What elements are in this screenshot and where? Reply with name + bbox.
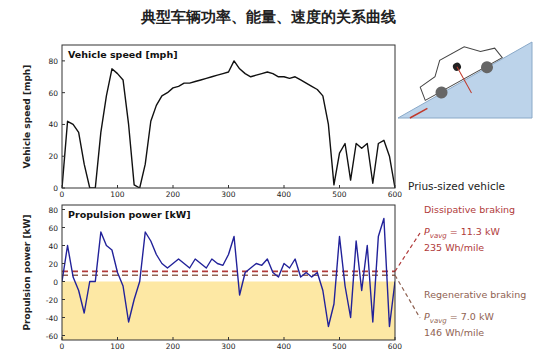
connector	[395, 233, 420, 271]
x-tick	[173, 337, 174, 340]
y-tick	[62, 156, 65, 157]
x-tick	[173, 185, 174, 188]
y-tick	[62, 209, 65, 210]
car-shape	[412, 33, 503, 100]
x-tick	[228, 337, 229, 340]
y-tick	[62, 124, 65, 125]
wheel	[433, 84, 449, 100]
panel-title: Propulsion power [kW]	[68, 209, 191, 220]
y-tick-label: 20	[48, 152, 58, 161]
y-tick-label: 0	[53, 278, 58, 287]
x-tick-label: 100	[110, 190, 125, 199]
y-tick-label: 0	[53, 184, 58, 193]
x-tick-label: 200	[166, 342, 181, 351]
y-tick	[62, 245, 65, 246]
item-energy: 235 Wh/mile	[424, 242, 484, 253]
subscript: vavg	[430, 232, 448, 240]
item-energy: 146 Wh/mile	[424, 327, 484, 338]
background	[0, 0, 535, 355]
figure: 典型车辆功率、能量、速度的关系曲线01002003004005006000204…	[0, 0, 535, 355]
x-tick	[62, 337, 63, 340]
x-tick-label: 400	[277, 190, 292, 199]
x-tick	[395, 337, 396, 340]
frame	[62, 205, 395, 340]
car-body	[392, 33, 510, 125]
power-value: = 7.0 kW	[447, 311, 495, 322]
y-tick-label: 80	[48, 57, 58, 66]
power-value: = 11.3 kW	[447, 226, 501, 237]
y-axis-label: Vehicle speed [mph]	[22, 65, 32, 169]
item-label: Regenerative braking	[424, 289, 526, 300]
frame	[62, 45, 395, 188]
y-tick-label: -40	[46, 314, 58, 323]
x-tick-label: 200	[166, 190, 181, 199]
y-tick-label: 60	[48, 89, 58, 98]
wheel	[479, 59, 495, 75]
x-tick	[117, 185, 118, 188]
x-tick-label: 0	[60, 342, 65, 351]
x-tick-label: 600	[388, 190, 403, 199]
reference-line	[62, 271, 395, 273]
plot-area	[62, 219, 395, 341]
force-arrow	[410, 108, 427, 118]
y-tick-label: -60	[46, 332, 58, 341]
x-tick-label: 0	[60, 190, 65, 199]
force-arrow	[457, 67, 472, 93]
y-tick	[62, 92, 65, 93]
item-label: Dissipative braking	[424, 204, 515, 215]
x-tick	[395, 185, 396, 188]
y-tick	[62, 263, 65, 264]
x-tick-label: 500	[332, 342, 347, 351]
y-tick-label: 60	[48, 224, 58, 233]
x-tick	[284, 185, 285, 188]
y-tick-label: 40	[48, 120, 58, 129]
car-diagram	[392, 33, 532, 125]
series-line	[62, 61, 395, 188]
x-tick-label: 600	[388, 342, 403, 351]
x-tick-label: 500	[332, 190, 347, 199]
x-tick	[117, 337, 118, 340]
x-tick	[284, 337, 285, 340]
chart-1: 0 100 200 300 400 500 600 -60 -40 -20 0 20 40 60 80 Pro…	[22, 205, 402, 351]
y-tick-label: 80	[48, 206, 58, 215]
x-tick	[228, 185, 229, 188]
y-tick	[62, 281, 65, 282]
item-power: Pvavg = 11.3 kW	[424, 226, 500, 240]
y-tick	[62, 299, 65, 300]
y-tick-label: 40	[48, 242, 58, 251]
x-tick-label: 300	[221, 342, 236, 351]
chart-0: 0 100 200 300 400 500 600 0 20 40 60 80 Vehicle spee…	[22, 45, 402, 199]
y-tick	[62, 317, 65, 318]
y-tick-label: -20	[46, 296, 58, 305]
connector	[395, 275, 420, 318]
side-heading: Prius-sized vehicle	[408, 180, 505, 192]
reference-line	[62, 274, 395, 276]
subscript: vavg	[430, 317, 448, 325]
main-title: 典型车辆功率、能量、速度的关系曲线	[140, 8, 396, 26]
y-tick	[62, 335, 65, 336]
y-tick	[62, 188, 65, 189]
y-tick-label: 20	[48, 260, 58, 269]
y-axis-label: Propulsion power [kW]	[22, 214, 32, 330]
panel-title: Vehicle speed [mph]	[68, 49, 178, 60]
y-tick	[62, 60, 65, 61]
negative-shading	[62, 282, 395, 341]
x-tick-label: 400	[277, 342, 292, 351]
x-tick	[339, 337, 340, 340]
x-tick-label: 100	[110, 342, 125, 351]
y-tick	[62, 227, 65, 228]
x-tick-label: 300	[221, 190, 236, 199]
series-line	[62, 219, 395, 327]
item-power: Pvavg = 7.0 kW	[424, 311, 494, 325]
x-tick	[339, 185, 340, 188]
plot-area	[62, 61, 395, 188]
